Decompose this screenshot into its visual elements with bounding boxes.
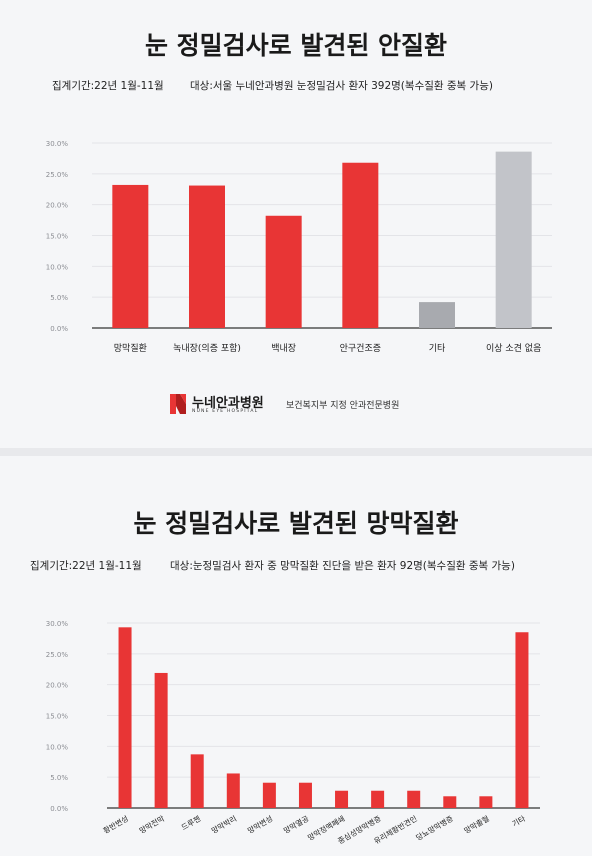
x-tick-label: 백내장 bbox=[271, 343, 296, 354]
bar-9 bbox=[407, 790, 421, 808]
chart2-svg: 0.0% 5.0% 10.0% 15.0% 20.0% 25.0% 30.0% 황반변성 망막전… bbox=[46, 620, 540, 846]
y-tick-label: 5.0% bbox=[50, 294, 68, 302]
bar-3 bbox=[265, 215, 302, 328]
x-tick-label: 망막변성 bbox=[245, 813, 274, 835]
y-tick-label: 25.0% bbox=[46, 651, 69, 659]
bar-4 bbox=[226, 773, 240, 808]
bar-6 bbox=[495, 151, 532, 328]
y-tick-label: 10.0% bbox=[46, 263, 69, 271]
y-tick-label: 30.0% bbox=[46, 140, 69, 148]
bar-8 bbox=[371, 790, 385, 808]
x-tick-label: 드루젠 bbox=[180, 814, 203, 832]
y-tick-label: 30.0% bbox=[46, 620, 69, 628]
bar-4 bbox=[342, 162, 379, 328]
y-tick-label: 15.0% bbox=[46, 233, 69, 241]
chart2-panel: 눈 정밀검사로 발견된 망막질환 집계기간:22년 1월-11월 대상:눈정밀검… bbox=[0, 456, 592, 856]
bar-1 bbox=[112, 184, 149, 328]
chart1-svg: 0.0% 5.0% 10.0% 15.0% 20.0% 25.0% 30.0% 망막질환 녹내장… bbox=[46, 140, 552, 354]
x-tick-label: 망막출혈 bbox=[462, 813, 491, 836]
x-tick-label: 안구건조증 bbox=[340, 343, 381, 354]
y-tick-label: 5.0% bbox=[50, 774, 68, 782]
chart2-period: 집계기간:22년 1월-11월 bbox=[30, 560, 142, 572]
chart1-period: 집계기간:22년 1월-11월 bbox=[52, 80, 164, 92]
x-tick-label: 망막전막 bbox=[137, 813, 166, 836]
x-tick-label: 기타 bbox=[510, 814, 527, 829]
bar-2 bbox=[189, 185, 225, 328]
x-tick-label: 당뇨망막병증 bbox=[414, 813, 455, 842]
chart2-target: 대상:눈정밀검사 환자 중 망막질환 진단을 받은 환자 92명(복수질환 중복… bbox=[170, 560, 515, 572]
bar-7 bbox=[335, 790, 349, 808]
bar-5 bbox=[419, 302, 455, 328]
bar-1 bbox=[118, 627, 132, 808]
chart1-target: 대상:서울 누네안과병원 눈정밀검사 환자 392명(복수질환 중복 가능) bbox=[190, 80, 493, 92]
logo-english: NUNE EYE HOSPITAL bbox=[192, 409, 259, 414]
bar-3 bbox=[190, 754, 204, 808]
bar-2 bbox=[154, 672, 168, 808]
logo-name: 누네안과병원 bbox=[192, 396, 264, 411]
logo-tagline: 보건복지부 지정 안과전문병원 bbox=[286, 401, 400, 411]
bar-10 bbox=[443, 796, 457, 808]
logo-mark-icon bbox=[170, 394, 186, 414]
y-tick-label: 20.0% bbox=[46, 202, 69, 210]
bar-11 bbox=[479, 796, 493, 808]
chart1-panel: 눈 정밀검사로 발견된 안질환 집계기간:22년 1월-11월 대상:서울 누네… bbox=[0, 0, 592, 448]
chart1-title: 눈 정밀검사로 발견된 안질환 bbox=[144, 31, 448, 60]
x-tick-label: 이상 소견 없음 bbox=[486, 342, 541, 354]
y-tick-label: 15.0% bbox=[46, 713, 69, 721]
bar-5 bbox=[262, 782, 276, 808]
x-tick-label: 망막질환 bbox=[114, 342, 147, 354]
x-tick-label: 황반변성 bbox=[101, 813, 130, 835]
x-tick-label: 녹내장(의증 포함) bbox=[173, 343, 241, 354]
x-tick-label: 망막열공 bbox=[282, 813, 311, 836]
y-tick-label: 10.0% bbox=[46, 743, 69, 751]
bar-6 bbox=[298, 782, 312, 808]
y-tick-label: 20.0% bbox=[46, 682, 69, 690]
y-tick-label: 25.0% bbox=[46, 171, 69, 179]
y-tick-label: 0.0% bbox=[50, 805, 68, 813]
x-tick-label: 기타 bbox=[429, 343, 446, 354]
chart2-title: 눈 정밀검사로 발견된 망막질환 bbox=[133, 509, 459, 538]
bar-12 bbox=[515, 632, 529, 808]
y-tick-label: 0.0% bbox=[50, 325, 68, 333]
x-tick-label: 망막박리 bbox=[209, 813, 238, 835]
